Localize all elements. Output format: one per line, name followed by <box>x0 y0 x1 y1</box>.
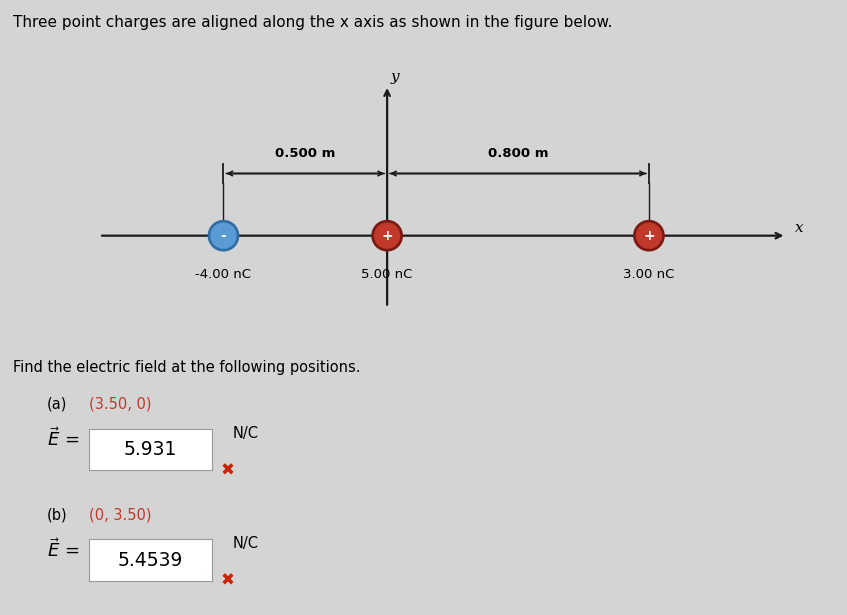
Text: +: + <box>381 229 393 243</box>
Text: -: - <box>220 229 226 243</box>
Text: Three point charges are aligned along the x axis as shown in the figure below.: Three point charges are aligned along th… <box>13 15 612 30</box>
Text: 5.00 nC: 5.00 nC <box>362 268 412 282</box>
Text: 5.931: 5.931 <box>124 440 177 459</box>
Text: Find the electric field at the following positions.: Find the electric field at the following… <box>13 360 360 375</box>
Text: ✖: ✖ <box>220 461 234 479</box>
Text: y: y <box>390 69 399 84</box>
Text: +: + <box>643 229 655 243</box>
Text: x: x <box>794 221 803 235</box>
Text: (3.50, 0): (3.50, 0) <box>89 397 152 411</box>
Circle shape <box>211 223 236 248</box>
Text: 5.4539: 5.4539 <box>118 551 183 569</box>
Text: 3.00 nC: 3.00 nC <box>623 268 674 282</box>
Text: ✖: ✖ <box>220 572 234 590</box>
Circle shape <box>374 223 400 248</box>
Text: N/C: N/C <box>233 536 259 551</box>
Text: (a): (a) <box>47 397 67 411</box>
Circle shape <box>208 221 239 251</box>
Circle shape <box>634 221 664 251</box>
Text: $\vec{E}$ =: $\vec{E}$ = <box>47 427 79 450</box>
Text: (b): (b) <box>47 507 67 522</box>
Circle shape <box>372 221 402 251</box>
Text: $\vec{E}$ =: $\vec{E}$ = <box>47 538 79 561</box>
Circle shape <box>636 223 662 248</box>
Text: N/C: N/C <box>233 426 259 440</box>
Text: (0, 3.50): (0, 3.50) <box>89 507 152 522</box>
Text: 0.500 m: 0.500 m <box>275 148 335 161</box>
Text: 0.800 m: 0.800 m <box>488 148 548 161</box>
Text: -4.00 nC: -4.00 nC <box>196 268 252 282</box>
